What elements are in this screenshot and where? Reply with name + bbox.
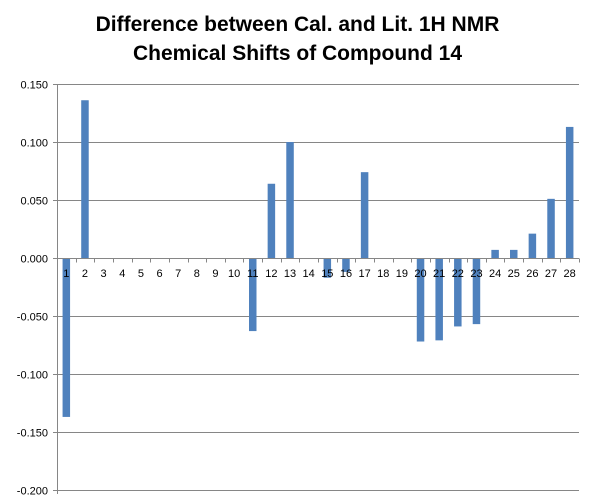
y-tick-label: 0.100 — [20, 138, 48, 150]
bar-1 — [62, 258, 71, 417]
x-tick-label: 1 — [63, 268, 69, 280]
x-tick-label: 23 — [470, 268, 482, 280]
x-tick-label: 5 — [138, 268, 144, 280]
x-tick-label: 20 — [414, 268, 426, 280]
y-tick-label: 0.050 — [20, 196, 48, 208]
bar-23 — [472, 258, 481, 325]
y-tick-label: -0.200 — [17, 486, 48, 498]
y-tick-label: -0.150 — [17, 428, 48, 440]
bar-20 — [416, 258, 425, 342]
bar-24 — [491, 249, 499, 258]
y-tick-label: -0.100 — [17, 370, 48, 382]
x-tick-label: 7 — [175, 268, 181, 280]
x-tick-label: 16 — [340, 268, 352, 280]
x-tick-label: 14 — [303, 268, 315, 280]
bar-22 — [454, 258, 462, 327]
y-tick-label: 0.000 — [20, 254, 48, 266]
x-tick-label: 11 — [247, 268, 258, 280]
bar-28 — [565, 126, 574, 258]
x-tick-label: 22 — [452, 268, 464, 280]
x-tick-label: 24 — [489, 268, 501, 280]
x-tick-label: 26 — [526, 268, 538, 280]
chart-title-line-1: Difference between Cal. and Lit. 1H NMR — [95, 13, 500, 36]
x-tick-label: 19 — [396, 268, 408, 280]
y-tick-label: 0.150 — [20, 80, 48, 92]
x-tick-label: 15 — [321, 268, 333, 280]
x-tick-label: 4 — [119, 268, 125, 280]
bar-12 — [267, 183, 276, 258]
x-tick-label: 6 — [156, 268, 162, 280]
x-tick-label: 25 — [508, 268, 520, 280]
x-tick-label: 12 — [265, 268, 277, 280]
bar-26 — [528, 233, 537, 258]
y-tick-label: -0.050 — [17, 312, 48, 324]
bar-17 — [360, 172, 369, 258]
x-tick-label: 28 — [564, 268, 576, 280]
x-tick-label: 10 — [228, 268, 240, 280]
x-tick-label: 13 — [284, 268, 296, 280]
bar-13 — [286, 142, 294, 258]
x-tick-label: 8 — [194, 268, 200, 280]
bar-11 — [249, 258, 257, 332]
bar-27 — [547, 198, 555, 258]
x-tick-label: 9 — [212, 268, 218, 280]
x-tick-label: 17 — [358, 268, 370, 280]
bar-21 — [435, 258, 443, 341]
x-tick-label: 18 — [377, 268, 389, 280]
x-tick-label: 27 — [545, 268, 557, 280]
bar-15 — [323, 258, 332, 278]
x-tick-label: 2 — [82, 268, 88, 280]
bar-16 — [342, 258, 350, 272]
x-tick-label: 3 — [101, 268, 107, 280]
bar-2 — [81, 100, 89, 259]
x-tick-label: 21 — [433, 268, 445, 280]
chart-title-line-2: Chemical Shifts of Compound 14 — [132, 42, 463, 65]
bar-25 — [510, 249, 518, 258]
